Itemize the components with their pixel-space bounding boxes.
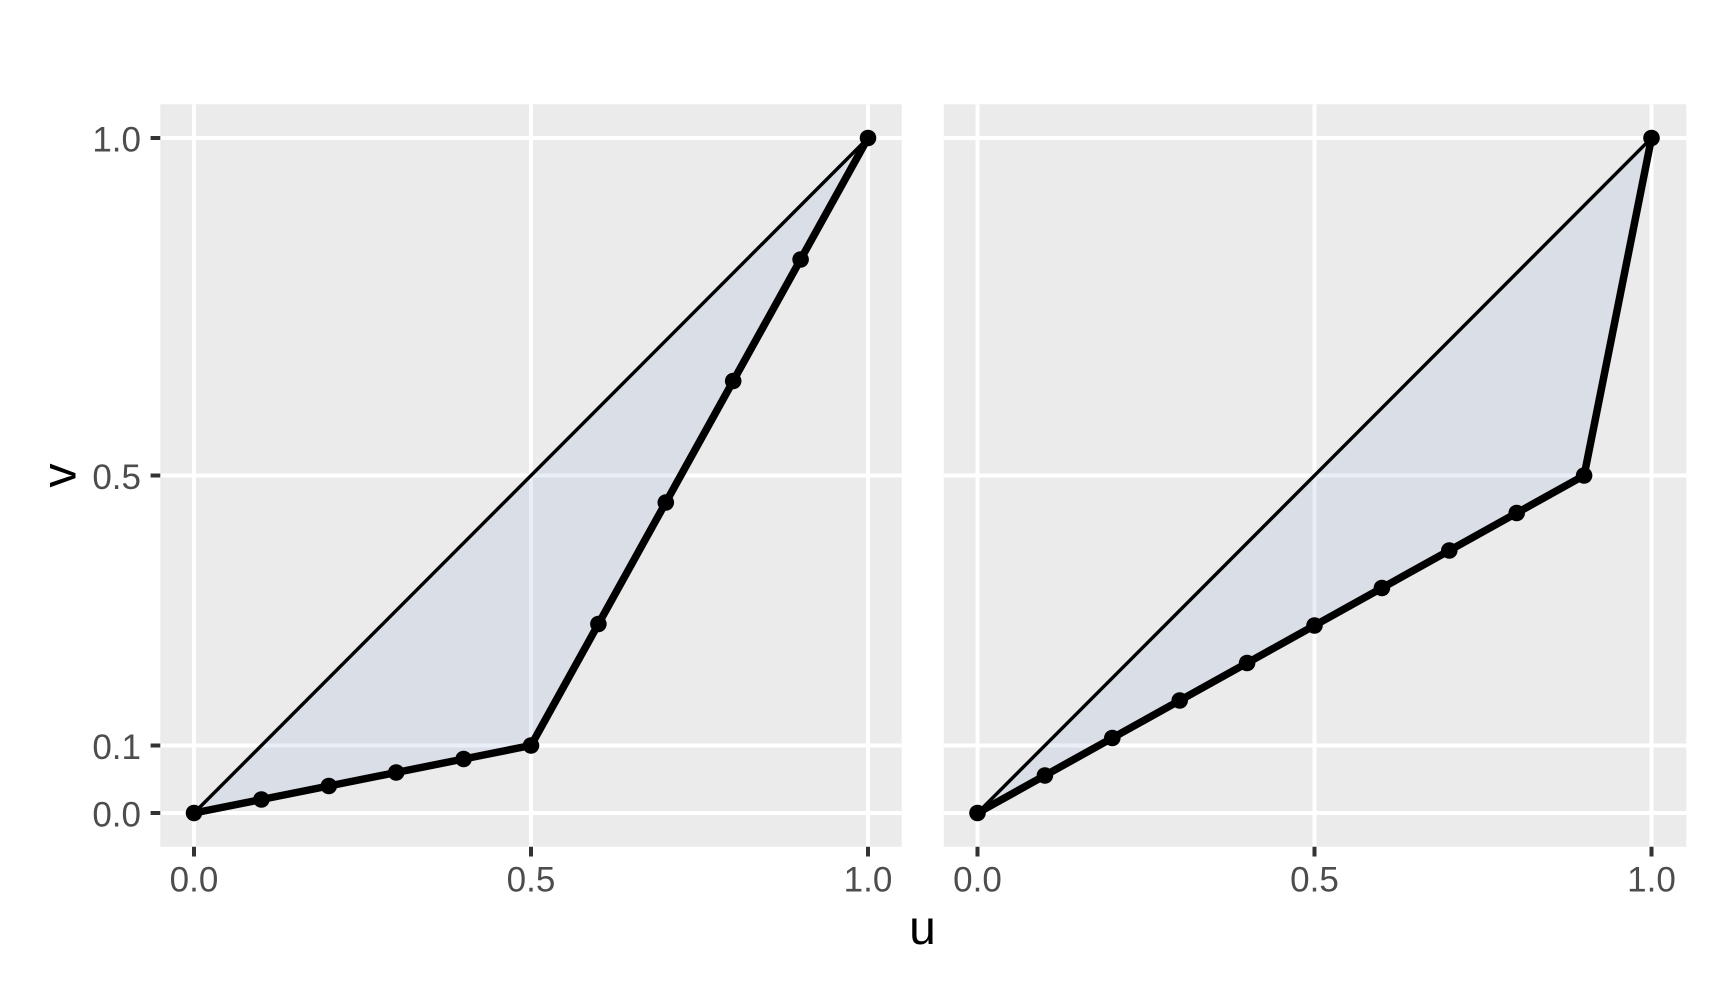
svg-text:1.0: 1.0 xyxy=(92,121,141,160)
svg-text:0.5: 0.5 xyxy=(1290,861,1339,900)
svg-text:0.0: 0.0 xyxy=(170,861,219,900)
svg-text:u: u xyxy=(909,902,936,955)
svg-text:0.1: 0.1 xyxy=(92,728,141,767)
svg-text:0.5: 0.5 xyxy=(92,458,141,497)
svg-text:v: v xyxy=(34,464,87,488)
svg-text:1.0: 1.0 xyxy=(1627,861,1676,900)
svg-text:0.5: 0.5 xyxy=(507,861,556,900)
svg-text:0.0: 0.0 xyxy=(92,796,141,835)
svg-text:0.0: 0.0 xyxy=(953,861,1002,900)
svg-text:1.0: 1.0 xyxy=(844,861,893,900)
